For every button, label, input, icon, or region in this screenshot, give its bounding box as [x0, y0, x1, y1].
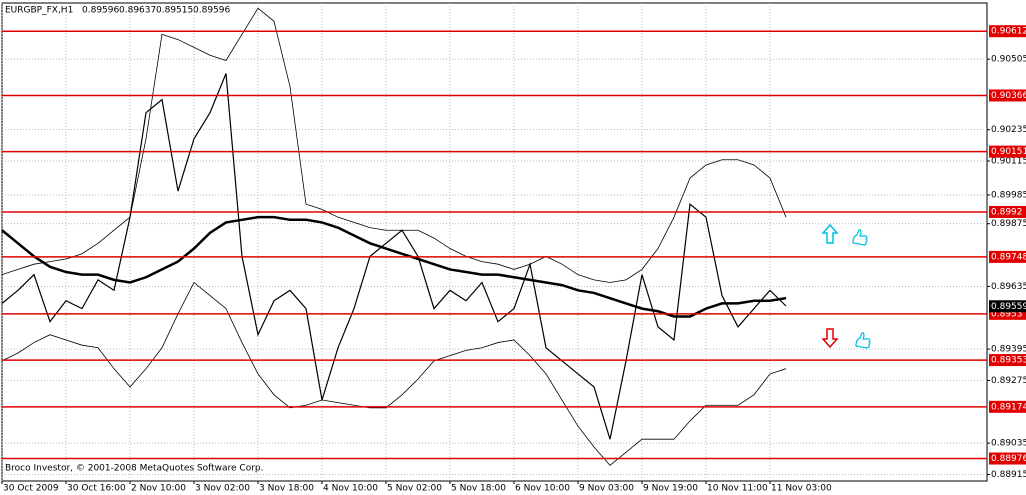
header-close: 0.89596 [193, 6, 230, 16]
level-label: 0.88976 [991, 454, 1026, 464]
level-label-box [989, 205, 1026, 218]
x-tick-label: 6 Nov 10:00 [515, 484, 570, 494]
level-label-box [989, 250, 1026, 263]
header-high: 0.89637 [119, 6, 156, 16]
level-label: 0.90366 [991, 91, 1026, 101]
y-tick-label: 0.89985 [991, 190, 1026, 200]
y-tick-label: 0.88915 [991, 470, 1026, 480]
header-open: 0.89596 [82, 6, 119, 16]
level-label-box [989, 89, 1026, 102]
y-tick-label: 0.89875 [991, 219, 1026, 229]
level-label: 0.90151 [991, 147, 1026, 157]
level-label: 0.8992 [991, 207, 1023, 217]
price-line [1, 7, 787, 283]
level-label: 0.8953 [991, 309, 1023, 319]
x-tick-label: 30 Oct 2009 [3, 484, 59, 494]
y-tick-label: 0.90235 [991, 125, 1026, 135]
buy-signal [821, 223, 868, 246]
thumb-up [852, 229, 868, 246]
price-label-box [989, 300, 1026, 313]
x-tick-label: 2 Nov 10:00 [131, 484, 186, 494]
level-label-box [989, 25, 1026, 38]
price-label: 0.89559 [991, 302, 1026, 312]
sell-signal [821, 328, 871, 349]
x-tick-label: 9 Nov 19:00 [643, 484, 698, 494]
x-tick-label: 5 Nov 18:00 [451, 484, 506, 494]
level-label-box [989, 145, 1026, 158]
chart-title: EURGBP_FX,H1 [5, 6, 73, 16]
x-tick-label: 9 Nov 03:00 [579, 484, 634, 494]
x-tick-label: 11 Nov 03:00 [771, 484, 832, 494]
level-label: 0.90612 [991, 27, 1026, 37]
price-line [1, 215, 787, 318]
x-tick-label: 10 Nov 11:00 [707, 484, 768, 494]
price-line [1, 73, 787, 440]
y-tick-label: 0.89635 [991, 282, 1026, 292]
footer: Broco Investor, © 2001-2008 MetaQuotes S… [5, 464, 264, 474]
x-tick-label: 3 Nov 18:00 [259, 484, 314, 494]
header: EURGBP_FX,H1 0.89596 0.89637 0.89515 0.8… [5, 6, 230, 16]
x-tick-label: 30 Oct 16:00 [67, 484, 126, 494]
level-label-box [989, 452, 1026, 465]
up-arrow [821, 223, 839, 244]
thumb [855, 332, 871, 349]
y-tick-label: 0.90115 [991, 157, 1026, 167]
y-tick-label: 0.89275 [991, 376, 1026, 386]
level-label-box [989, 354, 1026, 367]
level-label-box [989, 400, 1026, 413]
level-label: 0.89353 [991, 356, 1026, 366]
header-low: 0.89515 [156, 6, 193, 16]
down-arrow [821, 328, 839, 349]
y-tick-label: 0.90505 [991, 55, 1026, 65]
x-tick-label: 5 Nov 02:00 [387, 484, 442, 494]
level-label: 0.89174 [991, 402, 1026, 412]
y-tick-label: 0.89395 [991, 345, 1026, 355]
x-tick-label: 3 Nov 02:00 [195, 484, 250, 494]
plot-frame [1, 2, 988, 482]
y-tick-label: 0.89035 [991, 439, 1026, 449]
level-label: 0.89748 [991, 252, 1026, 262]
x-tick-label: 4 Nov 10:00 [323, 484, 378, 494]
price-line [1, 281, 787, 466]
